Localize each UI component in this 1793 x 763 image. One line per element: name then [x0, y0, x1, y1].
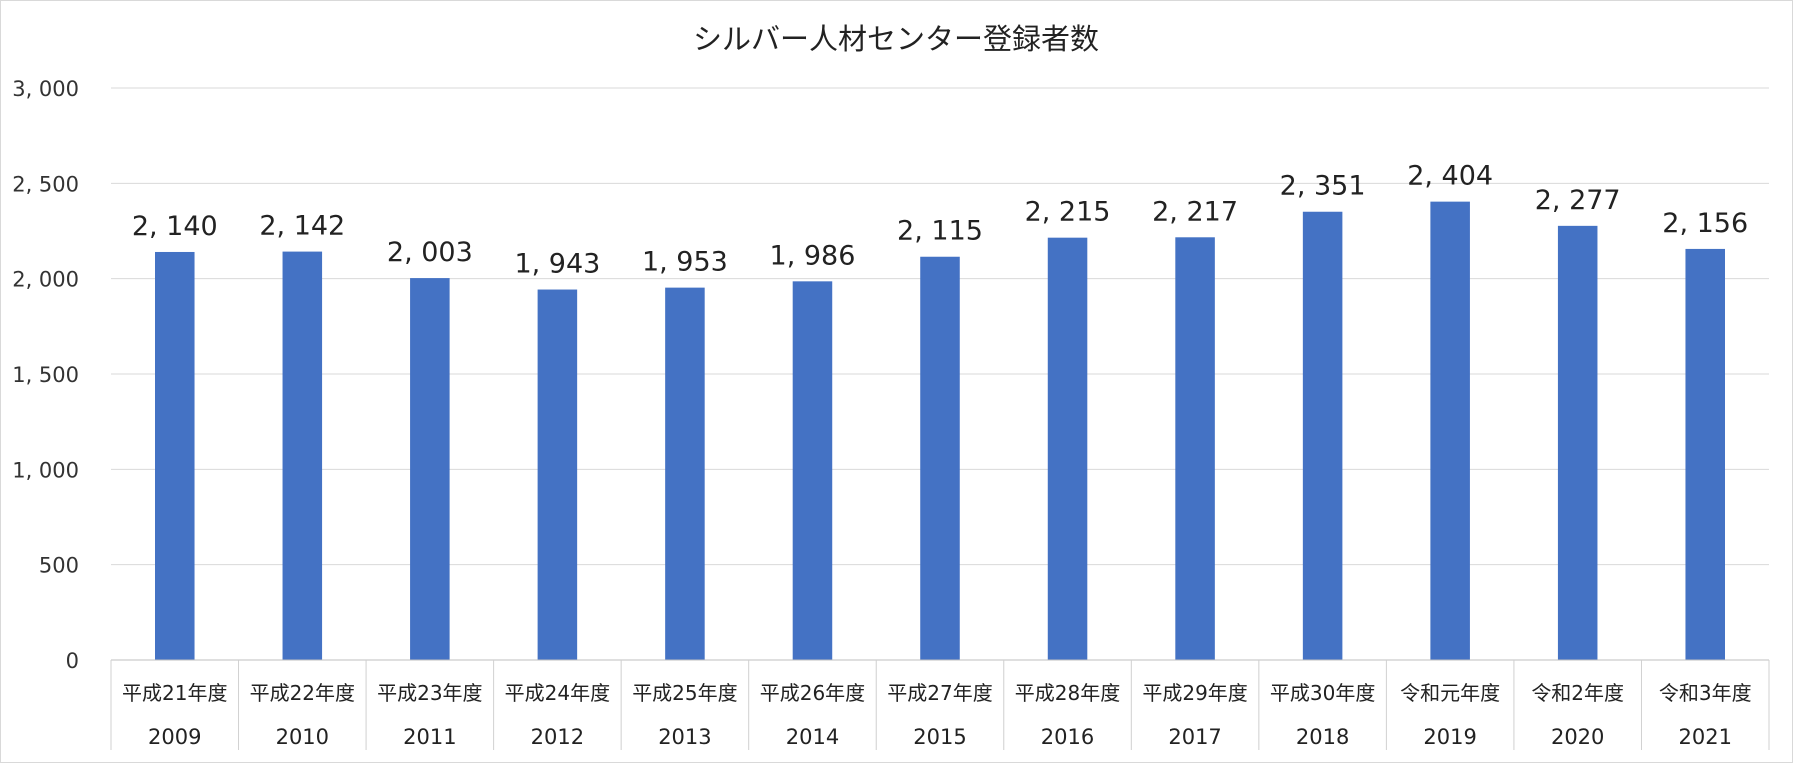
x-tick-era-label: 令和3年度 [1659, 681, 1752, 705]
x-tick-year-label: 2019 [1423, 725, 1476, 749]
x-tick-year-label: 2018 [1296, 725, 1349, 749]
y-tick-label: 1, 000 [12, 458, 79, 482]
data-label: 2, 217 [1152, 196, 1238, 227]
data-label: 2, 404 [1407, 161, 1493, 192]
x-tick-era-label: 平成22年度 [250, 681, 355, 705]
x-tick-era-label: 平成28年度 [1015, 681, 1120, 705]
data-label: 2, 003 [387, 237, 473, 268]
bar [1175, 237, 1215, 661]
y-tick-label: 1, 500 [12, 363, 79, 387]
x-tick-year-label: 2017 [1168, 725, 1221, 749]
x-tick-era-label: 平成21年度 [122, 681, 227, 705]
data-label: 2, 115 [897, 216, 983, 247]
y-tick-label: 500 [39, 554, 79, 578]
chart-title: シルバー人材センター登録者数 [693, 22, 1099, 56]
data-label: 2, 142 [259, 211, 345, 242]
bar [1302, 211, 1343, 660]
x-tick-era-label: 令和元年度 [1400, 681, 1500, 705]
data-label: 2, 215 [1025, 197, 1111, 228]
x-tick-era-label: 平成25年度 [632, 681, 737, 705]
data-label: 1, 986 [770, 240, 856, 271]
y-tick-label: 0 [66, 649, 79, 673]
bar [665, 287, 705, 660]
data-label: 2, 277 [1535, 185, 1621, 216]
x-tick-year-label: 2014 [786, 725, 839, 749]
data-label: 2, 156 [1662, 208, 1748, 239]
data-label: 1, 953 [642, 247, 728, 278]
bar [537, 289, 578, 660]
data-label: 2, 140 [132, 211, 218, 242]
y-tick-label: 3, 000 [12, 77, 79, 101]
x-tick-year-label: 2020 [1551, 725, 1604, 749]
x-tick-year-label: 2012 [531, 725, 584, 749]
x-tick-year-label: 2015 [913, 725, 966, 749]
bar [792, 281, 833, 660]
bars [155, 201, 1725, 661]
bar [1430, 201, 1470, 660]
y-tick-label: 2, 500 [12, 172, 79, 196]
bar [282, 251, 323, 661]
data-label: 2, 351 [1280, 171, 1366, 202]
x-tick-era-label: 平成24年度 [505, 681, 610, 705]
bar [1685, 248, 1725, 660]
x-tick-era-label: 平成23年度 [377, 681, 482, 705]
x-tick-era-label: 平成26年度 [760, 681, 865, 705]
x-tick-era-label: 平成30年度 [1270, 681, 1375, 705]
x-tick-era-label: 平成27年度 [887, 681, 992, 705]
x-tick-era-label: 令和2年度 [1531, 681, 1624, 705]
bar [410, 278, 450, 660]
x-tick-year-label: 2013 [658, 725, 711, 749]
x-tick-year-label: 2021 [1679, 725, 1732, 749]
bar [155, 251, 195, 660]
y-tick-label: 2, 000 [12, 268, 79, 292]
bar [920, 256, 960, 660]
bar [1557, 225, 1598, 661]
x-tick-year-label: 2009 [148, 725, 201, 749]
bar [1047, 237, 1088, 660]
data-label: 1, 943 [514, 249, 600, 280]
y-axis: 0 500 1, 000 1, 500 2, 000 2, 500 3, 000 [12, 77, 79, 673]
x-tick-year-label: 2016 [1041, 725, 1094, 749]
x-axis: 平成21年度 2009 平成22年度 2010 平成23年度 2011 平成24年度 2012… [110, 659, 1770, 750]
x-tick-year-label: 2010 [276, 725, 329, 749]
x-tick-year-label: 2011 [403, 725, 456, 749]
data-labels: 2, 140 2, 142 2, 003 1, 943 1, 953 1, 986 2, 1… [132, 161, 1748, 280]
x-tick-era-label: 平成29年度 [1142, 681, 1247, 705]
